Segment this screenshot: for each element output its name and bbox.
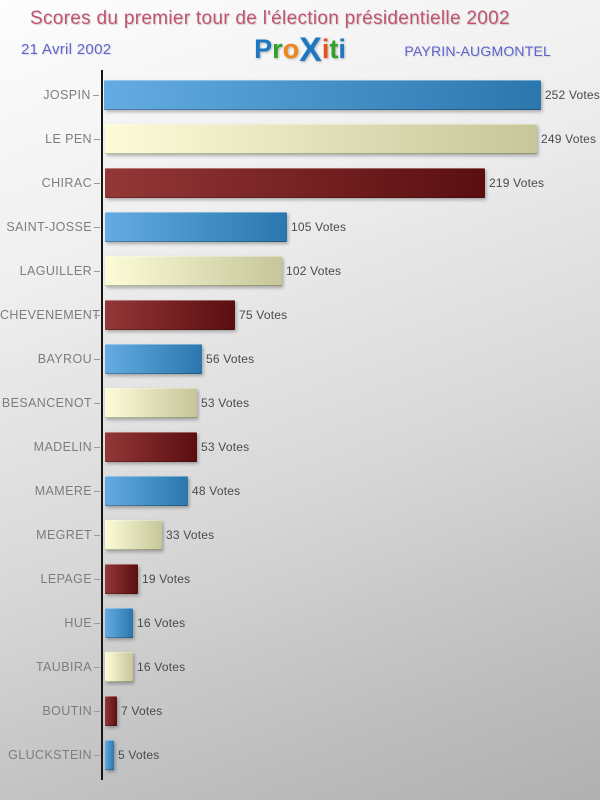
vote-bar-cream bbox=[105, 124, 537, 154]
vote-bar-cream bbox=[105, 652, 133, 682]
vote-bar-blue bbox=[105, 608, 133, 638]
candidate-label: LE PEN bbox=[45, 132, 92, 146]
candidate-label: HUE bbox=[64, 616, 92, 630]
axis-tick-mark bbox=[92, 94, 99, 96]
candidate-label: CHEVENEMENT bbox=[0, 308, 101, 322]
chart-row: HUE 16 Votes bbox=[0, 601, 600, 645]
candidate-label: BOUTIN bbox=[42, 704, 92, 718]
chart-row: SAINT-JOSSE 105 Votes bbox=[0, 205, 600, 249]
chart-row: CHIRAC 219 Votes bbox=[0, 161, 600, 205]
axis-tick-mark bbox=[94, 226, 100, 228]
vote-bar-cream bbox=[105, 520, 162, 550]
candidate-label: MAMERE bbox=[34, 484, 92, 498]
chart-rows: JOSPIN 252 Votes LE PEN 249 Votes CHIRAC 219 … bbox=[0, 73, 600, 777]
axis-tick-mark bbox=[94, 666, 100, 668]
chart-row: JOSPIN 252 Votes bbox=[0, 73, 600, 117]
candidate-label: MADELIN bbox=[33, 440, 92, 454]
candidate-label: JOSPIN bbox=[43, 88, 91, 102]
candidate-label: MEGRET bbox=[36, 528, 92, 542]
vote-count-label: 5 Votes bbox=[118, 748, 160, 762]
candidate-label: LEPAGE bbox=[40, 572, 92, 586]
vote-count-label: 252 Votes bbox=[544, 88, 600, 102]
election-date: 21 Avril 2002 bbox=[21, 41, 112, 58]
candidate-label: BAYROU bbox=[37, 352, 92, 366]
vote-bar-blue bbox=[105, 476, 188, 506]
vote-bar-blue bbox=[105, 344, 202, 374]
axis-tick-mark bbox=[94, 578, 100, 580]
vote-count-label: 219 Votes bbox=[489, 176, 545, 190]
chart-row: LEPAGE 19 Votes bbox=[0, 557, 600, 601]
axis-tick-mark bbox=[94, 446, 100, 448]
logo-letter-6: i bbox=[338, 34, 346, 64]
axis-tick-mark bbox=[94, 754, 100, 756]
vote-count-label: 48 Votes bbox=[192, 484, 241, 498]
vote-count-label: 75 Votes bbox=[239, 308, 288, 322]
logo-letter-4: i bbox=[321, 34, 330, 64]
vote-bar-blue bbox=[105, 212, 287, 242]
vote-count-label: 16 Votes bbox=[137, 616, 186, 630]
logo-letter-5: t bbox=[329, 34, 339, 64]
logo-letter-0: P bbox=[254, 34, 273, 64]
vote-bar-blue bbox=[103, 80, 541, 110]
vote-bar-dark-red bbox=[105, 564, 138, 594]
vote-count-label: 16 Votes bbox=[137, 660, 186, 674]
logo-letter-3: X bbox=[299, 31, 322, 69]
page-title: Scores du premier tour de l'élection pré… bbox=[30, 8, 510, 29]
vote-bar-cream bbox=[105, 256, 282, 286]
vote-bar-dark-red bbox=[105, 696, 117, 726]
chart-row: LE PEN 249 Votes bbox=[0, 117, 600, 161]
chart-row: BOUTIN 7 Votes bbox=[0, 689, 600, 733]
axis-tick-mark bbox=[94, 622, 100, 624]
axis-tick-mark bbox=[94, 182, 100, 184]
logo-letter-2: o bbox=[282, 34, 300, 64]
vote-count-label: 53 Votes bbox=[201, 396, 250, 410]
vote-count-label: 33 Votes bbox=[166, 528, 215, 542]
bar-chart: JOSPIN 252 Votes LE PEN 249 Votes CHIRAC 219 … bbox=[0, 70, 600, 780]
chart-row: LAGUILLER 102 Votes bbox=[0, 249, 600, 293]
candidate-label: BESANCENOT bbox=[1, 396, 92, 410]
vote-count-label: 102 Votes bbox=[286, 264, 342, 278]
y-axis-line bbox=[101, 70, 103, 780]
axis-tick-mark bbox=[94, 710, 100, 712]
axis-tick-mark bbox=[94, 534, 100, 536]
logo-letter-1: r bbox=[272, 34, 283, 64]
chart-row: MADELIN 53 Votes bbox=[0, 425, 600, 469]
vote-bar-cream bbox=[105, 388, 197, 418]
axis-tick-mark bbox=[94, 270, 100, 272]
vote-count-label: 105 Votes bbox=[291, 220, 347, 234]
axis-tick-mark bbox=[94, 358, 100, 360]
candidate-label: LAGUILLER bbox=[19, 264, 92, 278]
axis-tick-mark bbox=[94, 490, 100, 492]
candidate-label: SAINT-JOSSE bbox=[6, 220, 92, 234]
chart-row: TAUBIRA 16 Votes bbox=[0, 645, 600, 689]
vote-bar-blue bbox=[105, 740, 114, 770]
candidate-label: GLUCKSTEIN bbox=[8, 748, 92, 762]
vote-count-label: 53 Votes bbox=[201, 440, 250, 454]
vote-bar-dark-red bbox=[105, 168, 485, 198]
axis-tick-mark bbox=[94, 138, 100, 140]
vote-bar-dark-red bbox=[105, 432, 197, 462]
proxiti-logo: ProXiti bbox=[254, 33, 346, 67]
vote-count-label: 7 Votes bbox=[121, 704, 163, 718]
chart-row: BESANCENOT 53 Votes bbox=[0, 381, 600, 425]
candidate-label: CHIRAC bbox=[41, 176, 92, 190]
vote-count-label: 56 Votes bbox=[206, 352, 255, 366]
vote-count-label: 249 Votes bbox=[541, 132, 597, 146]
axis-tick-mark bbox=[94, 314, 100, 316]
vote-count-label: 19 Votes bbox=[142, 572, 191, 586]
chart-row: MAMERE 48 Votes bbox=[0, 469, 600, 513]
commune-name: PAYRIN-AUGMONTEL bbox=[404, 43, 551, 59]
axis-tick-mark bbox=[94, 402, 100, 404]
vote-bar-dark-red bbox=[105, 300, 235, 330]
chart-row: BAYROU 56 Votes bbox=[0, 337, 600, 381]
chart-row: GLUCKSTEIN 5 Votes bbox=[0, 733, 600, 777]
chart-row: CHEVENEMENT 75 Votes bbox=[0, 293, 600, 337]
candidate-label: TAUBIRA bbox=[35, 660, 92, 674]
chart-row: MEGRET 33 Votes bbox=[0, 513, 600, 557]
